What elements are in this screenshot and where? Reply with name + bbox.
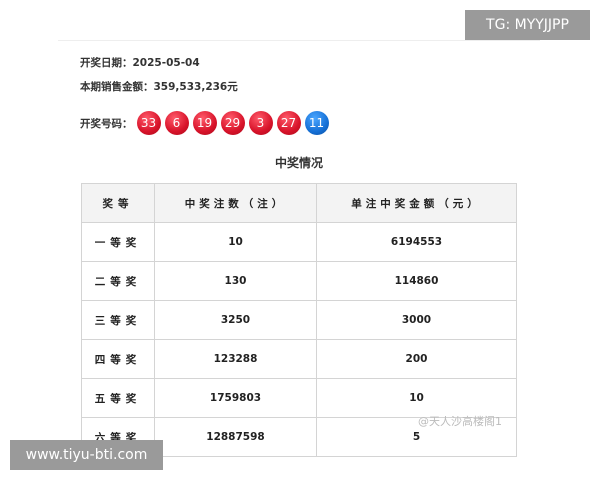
prize-amount: 10: [316, 378, 517, 418]
red-ball: 3: [248, 111, 273, 135]
prize-amount: 114860: [316, 261, 517, 301]
prize-level: 一等奖: [81, 222, 155, 262]
table-row: 二等奖 130 114860: [81, 261, 517, 301]
prize-level: 五等奖: [81, 378, 155, 418]
red-ball: 6: [164, 111, 189, 135]
column-header: 单注中奖金额（元）: [316, 183, 517, 223]
table-row: 四等奖 123288 200: [81, 339, 517, 379]
winner-count: 10: [154, 222, 317, 262]
table-row: 五等奖 1759803 10: [81, 378, 517, 418]
column-header: 中奖注数（注）: [154, 183, 317, 223]
red-ball: 29: [220, 111, 245, 135]
table-header-row: 奖等 中奖注数（注） 单注中奖金额（元）: [81, 183, 517, 223]
prize-amount: 5: [316, 417, 517, 457]
winner-count: 3250: [154, 300, 317, 340]
prize-amount: 3000: [316, 300, 517, 340]
prize-level: 四等奖: [81, 339, 155, 379]
winner-count: 130: [154, 261, 317, 301]
prize-level: 二等奖: [81, 261, 155, 301]
winner-count: 12887598: [154, 417, 317, 457]
prize-amount: 200: [316, 339, 517, 379]
winning-numbers: 开奖号码： 33 6 19 29 3 27 11: [80, 111, 329, 135]
watermark-text: @天人沙高楼阁1: [418, 415, 502, 428]
table-row: 三等奖 3250 3000: [81, 300, 517, 340]
column-header: 奖等: [81, 183, 155, 223]
lottery-result-card: 开奖日期：2025-05-04 本期销售金额：359,533,236元 开奖号码…: [58, 40, 540, 457]
winner-count: 1759803: [154, 378, 317, 418]
site-badge: www.tiyu-bti.com: [10, 440, 163, 470]
sales-amount: 本期销售金额：359,533,236元: [80, 81, 238, 93]
red-ball: 19: [192, 111, 217, 135]
red-ball: 33: [136, 111, 161, 135]
red-ball: 27: [276, 111, 301, 135]
prize-amount: 6194553: [316, 222, 517, 262]
prize-level: 三等奖: [81, 300, 155, 340]
prize-title: 中奖情况: [274, 156, 323, 170]
draw-date: 开奖日期：2025-05-04: [80, 57, 200, 69]
tg-badge: TG: MYYJJPP: [465, 10, 590, 40]
blue-ball: 11: [304, 111, 329, 135]
table-row: 一等奖 10 6194553: [81, 222, 517, 262]
winner-count: 123288: [154, 339, 317, 379]
